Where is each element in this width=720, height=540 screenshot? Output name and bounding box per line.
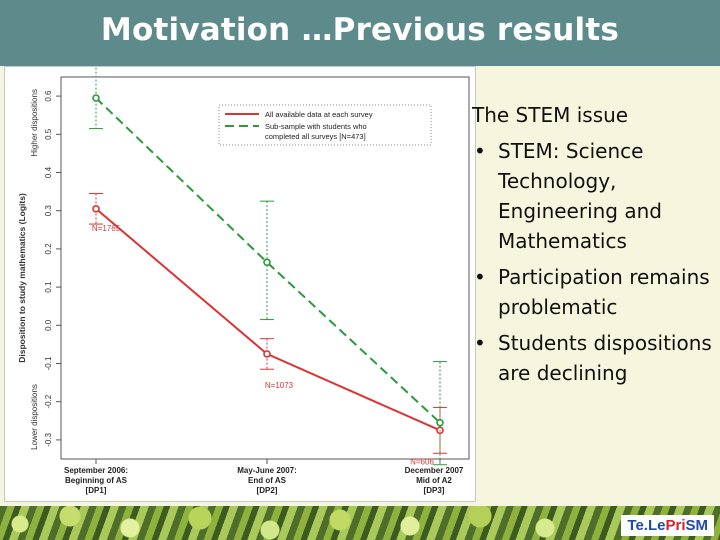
bullet-icon: • xyxy=(474,139,486,163)
disposition-line-chart: 0.6 0.5 0.4 0.3 0.2 0.1 0.0 -0.1 -0.2 -0.3 Disposi… xyxy=(17,63,470,495)
x-category-label: May-June 2007: xyxy=(237,466,297,475)
data-label: N=606 xyxy=(410,457,434,466)
data-label: N=1073 xyxy=(265,381,294,390)
y-tick-label: 0.6 xyxy=(44,90,53,102)
bullet-text: Students dispositions are declining xyxy=(498,331,712,385)
legend-entry: All available data at each survey xyxy=(265,110,373,119)
bullet-list: • STEM: Science Technology, Engineering a… xyxy=(472,136,712,388)
chart-frame: 0.6 0.5 0.4 0.3 0.2 0.1 0.0 -0.1 -0.2 -0.3 Disposi… xyxy=(4,63,476,502)
footer-romanesco-banner: Te.LePriSM xyxy=(0,506,720,540)
bullet-item: • Students dispositions are declining xyxy=(472,328,712,388)
data-label: N=1765 xyxy=(92,224,121,233)
x-category-label: Beginning of AS xyxy=(65,476,128,485)
y-side-label-higher: Higher dispositions xyxy=(30,89,39,157)
data-point xyxy=(263,258,271,267)
y-tick-label: 0.2 xyxy=(44,243,53,255)
x-category-label: September 2006: xyxy=(64,466,128,475)
x-category-label: [DP1] xyxy=(86,486,107,495)
y-tick-label: -0.1 xyxy=(44,356,53,370)
x-category-label: Mid of A2 xyxy=(416,476,452,485)
stem-heading: The STEM issue xyxy=(472,103,629,127)
y-axis-title: Disposition to study mathematics (Logits… xyxy=(17,193,27,363)
y-tick-label: 0.1 xyxy=(44,281,53,293)
y-tick-label: -0.2 xyxy=(44,394,53,408)
brand-logo: Te.LePriSM xyxy=(621,515,714,536)
x-category-label: December 2007 xyxy=(405,466,464,475)
brand-text-part: SM xyxy=(685,517,709,534)
x-category-label: [DP3] xyxy=(424,486,445,495)
data-point xyxy=(263,350,271,358)
y-tick-label: 0.5 xyxy=(44,128,53,140)
bullet-text: Participation remains problematic xyxy=(498,265,710,319)
bullet-icon: • xyxy=(474,265,486,289)
title-bar xyxy=(0,0,720,66)
y-tick-label: 0.3 xyxy=(44,205,53,217)
data-point xyxy=(92,204,100,213)
x-category-label: End of AS xyxy=(248,476,287,485)
brand-text-part: Pri xyxy=(665,517,686,534)
x-category-label: [DP2] xyxy=(257,486,278,495)
bullet-icon: • xyxy=(474,331,486,355)
y-tick-label: -0.3 xyxy=(44,432,53,446)
brand-text-part: Te.Le xyxy=(627,517,666,534)
plot-frame xyxy=(60,76,470,460)
y-tick-label: 0.4 xyxy=(44,166,53,178)
stem-text-block: The STEM issue • STEM: Science Technology… xyxy=(472,100,712,394)
y-tick-label: 0.0 xyxy=(44,319,53,331)
bullet-item: • Participation remains problematic xyxy=(472,262,712,322)
y-side-label-lower: Lower dispositions xyxy=(30,384,39,450)
data-point xyxy=(436,418,444,427)
data-point xyxy=(92,94,100,102)
bullet-item: • STEM: Science Technology, Engineering a… xyxy=(472,136,712,256)
bullet-text: STEM: Science Technology, Engineering an… xyxy=(498,139,662,253)
slide-title: Motivation …Previous results xyxy=(100,12,620,48)
series-line xyxy=(95,97,441,424)
legend-entry: Sub-sample with students who completed al… xyxy=(265,122,367,141)
